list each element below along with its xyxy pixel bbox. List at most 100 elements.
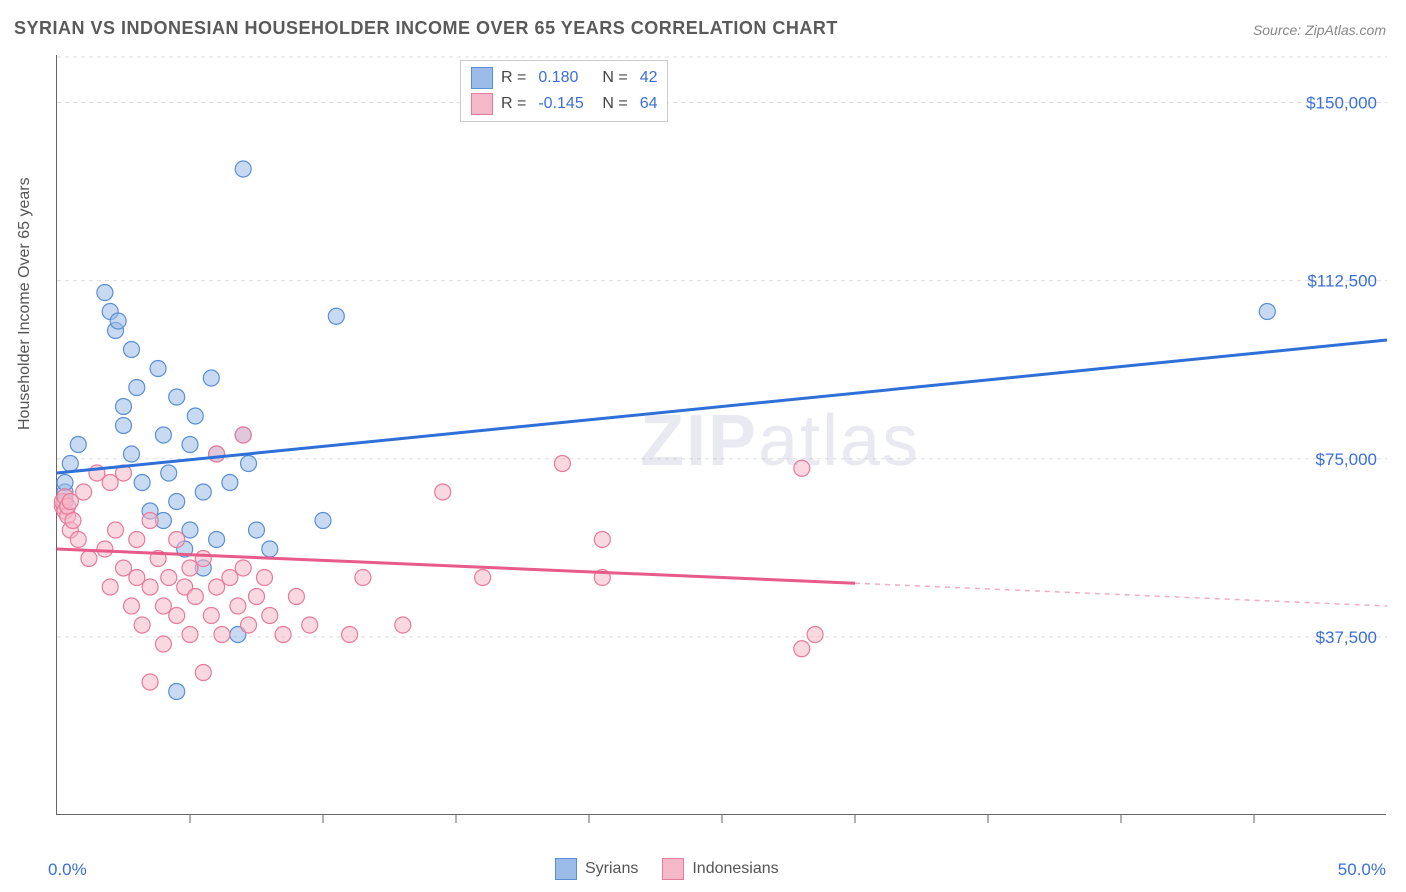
n-value: 64	[640, 95, 658, 113]
data-point	[262, 541, 278, 557]
data-point	[249, 522, 265, 538]
data-point	[355, 570, 371, 586]
chart-title: SYRIAN VS INDONESIAN HOUSEHOLDER INCOME …	[14, 18, 838, 39]
data-point	[235, 560, 251, 576]
r-label: R =	[501, 95, 526, 113]
data-point	[342, 627, 358, 643]
n-label: N =	[602, 69, 627, 87]
data-point	[142, 674, 158, 690]
chart-plot-area: $37,500 $75,000 $112,500 $150,000	[56, 55, 1386, 815]
legend-label: Syrians	[585, 860, 638, 878]
data-point	[275, 627, 291, 643]
data-point	[169, 684, 185, 700]
data-point	[182, 522, 198, 538]
data-point	[134, 475, 150, 491]
data-point	[110, 313, 126, 329]
data-point	[116, 418, 132, 434]
data-point	[97, 285, 113, 301]
data-point	[169, 494, 185, 510]
data-point	[142, 579, 158, 595]
data-point	[129, 532, 145, 548]
data-point	[230, 598, 246, 614]
legend-stat-row: R = 0.180 N = 42	[471, 65, 657, 91]
data-point	[209, 446, 225, 462]
data-point	[594, 532, 610, 548]
data-point	[395, 617, 411, 633]
data-point	[169, 608, 185, 624]
legend-series-item: Syrians	[555, 858, 638, 880]
data-point	[155, 636, 171, 652]
data-point	[70, 437, 86, 453]
data-point	[794, 641, 810, 657]
data-point	[116, 399, 132, 415]
legend-series-item: Indonesians	[662, 858, 778, 880]
data-point	[155, 427, 171, 443]
y-axis-title: Householder Income Over 65 years	[16, 177, 34, 430]
data-point	[102, 579, 118, 595]
data-point	[209, 532, 225, 548]
r-label: R =	[501, 69, 526, 87]
legend-swatch	[471, 93, 493, 115]
data-point	[169, 532, 185, 548]
y-tick-label: $37,500	[1316, 628, 1377, 647]
data-point	[203, 370, 219, 386]
legend-series: Syrians Indonesians	[555, 858, 779, 880]
data-point	[70, 532, 86, 548]
data-point	[302, 617, 318, 633]
data-point	[182, 437, 198, 453]
data-point	[102, 475, 118, 491]
data-point	[203, 608, 219, 624]
data-point	[123, 598, 139, 614]
n-label: N =	[602, 95, 627, 113]
data-point	[187, 589, 203, 605]
data-point	[161, 570, 177, 586]
data-point	[195, 551, 211, 567]
source-attribution: Source: ZipAtlas.com	[1253, 22, 1386, 38]
data-point	[134, 617, 150, 633]
data-point	[807, 627, 823, 643]
data-point	[475, 570, 491, 586]
data-point	[123, 446, 139, 462]
y-tick-label: $112,500	[1307, 272, 1377, 291]
data-point	[195, 484, 211, 500]
r-value: -0.145	[538, 95, 594, 113]
data-point	[161, 465, 177, 481]
data-point	[76, 484, 92, 500]
data-point	[241, 617, 257, 633]
data-point	[195, 665, 211, 681]
data-point	[328, 308, 344, 324]
data-point	[129, 570, 145, 586]
data-point	[187, 408, 203, 424]
data-point	[150, 361, 166, 377]
data-point	[182, 627, 198, 643]
data-point	[222, 475, 238, 491]
legend-stat-row: R = -0.145 N = 64	[471, 91, 657, 117]
y-tick-label: $150,000	[1306, 94, 1377, 113]
data-point	[262, 608, 278, 624]
legend-swatch	[471, 67, 493, 89]
data-point	[62, 494, 78, 510]
data-point	[241, 456, 257, 472]
scatter-svg: $37,500 $75,000 $112,500 $150,000	[57, 55, 1386, 814]
data-point	[116, 560, 132, 576]
y-tick-label: $75,000	[1316, 450, 1377, 469]
data-point	[235, 161, 251, 177]
data-point	[1259, 304, 1275, 320]
data-point	[57, 475, 73, 491]
data-point	[235, 427, 251, 443]
data-point	[209, 579, 225, 595]
x-axis-max-label: 50.0%	[1338, 860, 1386, 880]
data-point	[169, 389, 185, 405]
r-value: 0.180	[538, 69, 594, 87]
data-point	[65, 513, 81, 529]
data-point	[155, 598, 171, 614]
data-point	[288, 589, 304, 605]
data-point	[435, 484, 451, 500]
data-point	[129, 380, 145, 396]
data-point	[256, 570, 272, 586]
data-point	[97, 541, 113, 557]
data-point	[214, 627, 230, 643]
legend-label: Indonesians	[692, 860, 778, 878]
data-point	[182, 560, 198, 576]
data-point	[123, 342, 139, 358]
